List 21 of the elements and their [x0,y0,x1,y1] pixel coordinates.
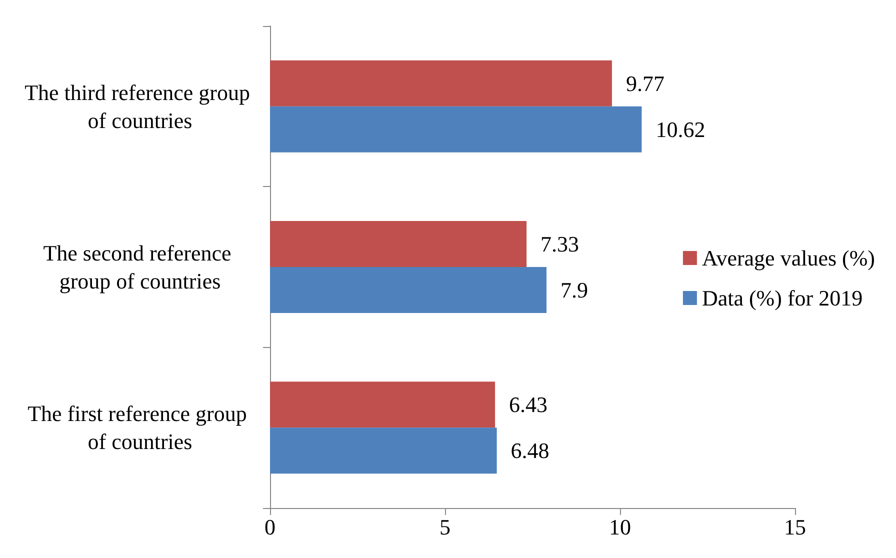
data-label: 6.48 [510,438,550,464]
legend-label: Data (%) for 2019 [702,286,863,310]
bar [270,60,612,106]
x-tick-label: 15 [784,514,806,540]
y-tick-label: The third reference group of countries [24,80,256,133]
data-label: 7.9 [560,278,588,302]
bar [270,382,496,428]
bar [270,221,527,267]
legend-label: Average values (%) [702,246,876,270]
data-label: 9.77 [626,70,664,96]
x-tick-label: 10 [609,514,631,540]
x-tick-label: 5 [440,514,450,540]
data-label: 6.43 [509,392,548,418]
data-label: 10.62 [656,116,706,142]
x-tick-label: 0 [264,514,276,540]
y-tick-label: The first reference group of countries [28,401,252,454]
data-label: 7.33 [540,232,580,256]
bar [270,106,642,152]
y-tick-label: The second reference group of countries [43,240,237,294]
bar [270,428,497,474]
bar [270,267,546,313]
